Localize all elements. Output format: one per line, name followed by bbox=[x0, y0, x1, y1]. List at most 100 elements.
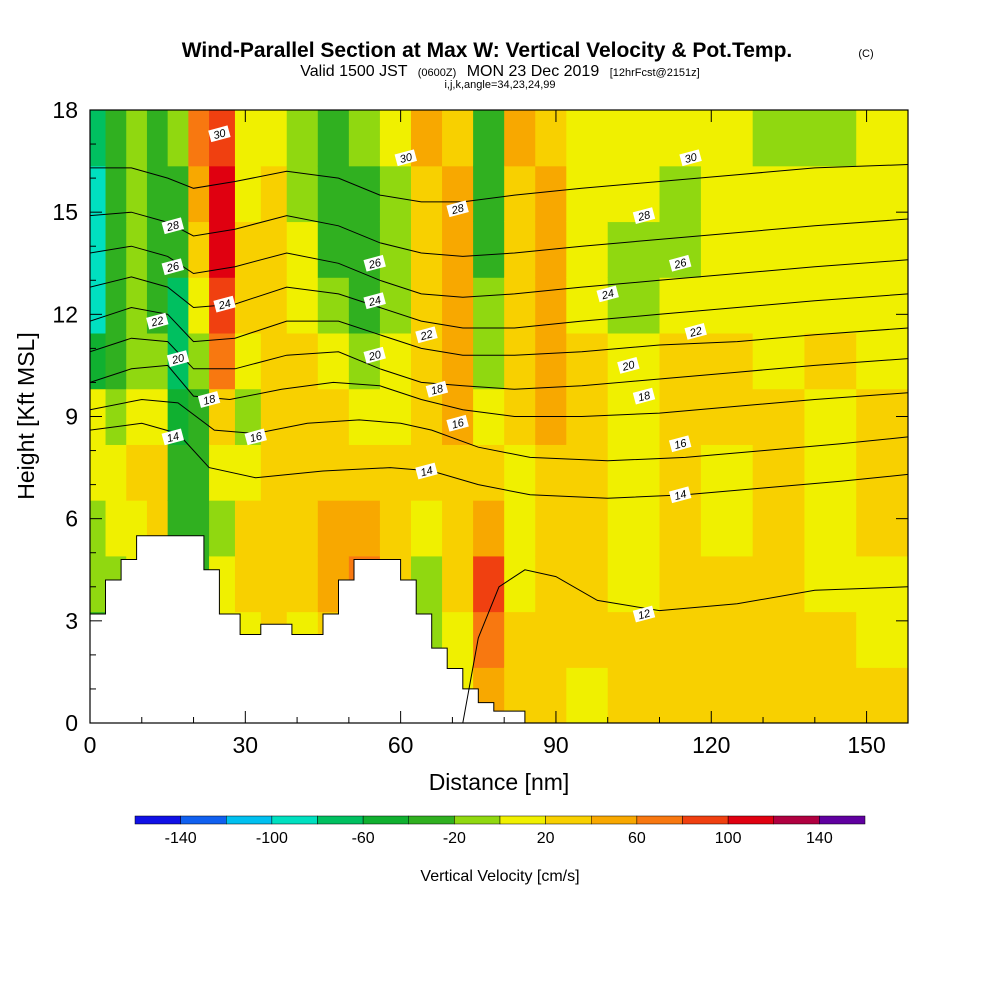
contour-label-text: 12 bbox=[637, 608, 652, 623]
contour-label-text: 18 bbox=[637, 389, 653, 404]
contour-label: 26 bbox=[363, 254, 386, 272]
velocity-cell bbox=[607, 667, 661, 723]
velocity-cell bbox=[260, 555, 288, 613]
contour-label-text: 24 bbox=[600, 287, 616, 302]
x-tick-label: 30 bbox=[233, 732, 259, 758]
velocity-cell bbox=[260, 110, 288, 167]
colorbar-swatch bbox=[317, 815, 364, 825]
velocity-cell bbox=[105, 165, 127, 223]
copyright-mark: (C) bbox=[858, 48, 873, 60]
contour-label-box bbox=[208, 125, 231, 143]
velocity-cell bbox=[700, 555, 754, 613]
theta-contour-18 bbox=[90, 364, 908, 417]
x-tick-label: 120 bbox=[692, 732, 730, 758]
contour-label: 16 bbox=[446, 414, 469, 432]
x-tick-label: 150 bbox=[847, 732, 885, 758]
velocity-cell bbox=[700, 277, 754, 334]
contour-label-text: 18 bbox=[202, 393, 218, 408]
velocity-cell bbox=[410, 388, 443, 445]
contour-label: 28 bbox=[161, 217, 185, 234]
velocity-cell bbox=[442, 500, 474, 557]
velocity-cell bbox=[90, 555, 107, 613]
velocity-cell bbox=[856, 332, 908, 390]
contour-label: 16 bbox=[244, 428, 267, 446]
velocity-cell bbox=[504, 332, 536, 390]
velocity-cell bbox=[146, 110, 169, 167]
velocity-cell bbox=[473, 444, 505, 501]
velocity-cell bbox=[442, 444, 474, 501]
velocity-cell bbox=[473, 555, 505, 613]
velocity-cell bbox=[317, 221, 350, 278]
contour-label: 12 bbox=[632, 605, 656, 623]
velocity-cell bbox=[535, 110, 567, 167]
y-tick-label: 3 bbox=[65, 608, 78, 634]
velocity-cell bbox=[804, 221, 857, 278]
grid-indices: i,j,k,angle=34,23,24,99 bbox=[444, 79, 555, 91]
contour-label-box bbox=[166, 350, 190, 367]
colorbar-swatch bbox=[271, 815, 318, 825]
contour-label-box bbox=[213, 295, 236, 313]
velocity-cell bbox=[504, 500, 536, 557]
theta-contour-16 bbox=[90, 398, 908, 462]
velocity-cell bbox=[442, 388, 474, 445]
contour-label-text: 22 bbox=[149, 315, 165, 330]
velocity-cell bbox=[607, 277, 661, 334]
velocity-cell bbox=[700, 500, 754, 557]
contour-label-text: 26 bbox=[165, 260, 182, 275]
contour-label-text: 16 bbox=[673, 437, 689, 452]
contour-label-box bbox=[244, 428, 267, 446]
colorbar-tick-label: -20 bbox=[443, 830, 466, 847]
velocity-cell bbox=[105, 110, 127, 167]
velocity-cell bbox=[286, 388, 319, 445]
contour-label: 16 bbox=[668, 435, 692, 453]
axis-ticks: 0 30 60 90 120 150 0 3 6 9 12 15 18 bbox=[52, 97, 908, 758]
velocity-cell bbox=[659, 277, 702, 334]
velocity-cell bbox=[260, 277, 288, 334]
contour-label-text: 20 bbox=[620, 359, 637, 374]
utc-time: (0600Z) bbox=[418, 67, 457, 79]
velocity-cell bbox=[188, 110, 210, 167]
valid-date: MON 23 Dec 2019 bbox=[467, 63, 600, 80]
velocity-cell bbox=[234, 444, 262, 501]
contour-label-text: 30 bbox=[683, 151, 699, 166]
velocity-cell bbox=[105, 500, 127, 557]
velocity-cell bbox=[234, 332, 262, 390]
velocity-cell bbox=[317, 332, 350, 390]
velocity-cell bbox=[126, 444, 148, 501]
velocity-cell bbox=[856, 221, 908, 278]
velocity-cell bbox=[188, 221, 210, 278]
velocity-cell bbox=[473, 221, 505, 278]
y-tick-label: 18 bbox=[52, 97, 78, 123]
velocity-cell bbox=[286, 221, 319, 278]
velocity-cell bbox=[659, 165, 702, 223]
contour-label-box bbox=[161, 258, 185, 276]
colorbar-tick-label: -60 bbox=[352, 830, 375, 847]
velocity-cell bbox=[317, 277, 350, 334]
velocity-cell bbox=[442, 110, 474, 167]
velocity-cell bbox=[90, 500, 107, 557]
contour-label-box bbox=[668, 486, 692, 504]
contour-label-box bbox=[632, 605, 656, 623]
velocity-cell bbox=[348, 388, 381, 445]
velocity-cell bbox=[659, 667, 702, 723]
velocity-cell bbox=[286, 277, 319, 334]
colorbar-swatch bbox=[134, 815, 181, 825]
colorbar: -140 -100 -60 -20 20 60 100 140 Vertical Veloci… bbox=[134, 815, 866, 885]
colorbar-tick-labels: -140 -100 -60 -20 20 60 100 140 bbox=[165, 830, 833, 847]
velocity-cell bbox=[804, 444, 857, 501]
velocity-cell bbox=[410, 277, 443, 334]
x-tick-label: 60 bbox=[388, 732, 414, 758]
velocity-cell bbox=[504, 110, 536, 167]
velocity-cell bbox=[379, 500, 412, 557]
contour-label-box bbox=[668, 254, 692, 272]
velocity-cell bbox=[535, 332, 567, 390]
contour-label-text: 26 bbox=[672, 257, 689, 272]
velocity-cell bbox=[504, 277, 536, 334]
velocity-cell bbox=[473, 110, 505, 167]
colorbar-tick-label: 100 bbox=[715, 830, 742, 847]
velocity-cell bbox=[473, 500, 505, 557]
contour-label: 30 bbox=[679, 149, 702, 167]
velocity-cell bbox=[146, 444, 169, 501]
chart-header: Wind-Parallel Section at Max W: Vertical… bbox=[182, 39, 874, 91]
velocity-cell bbox=[90, 444, 107, 501]
